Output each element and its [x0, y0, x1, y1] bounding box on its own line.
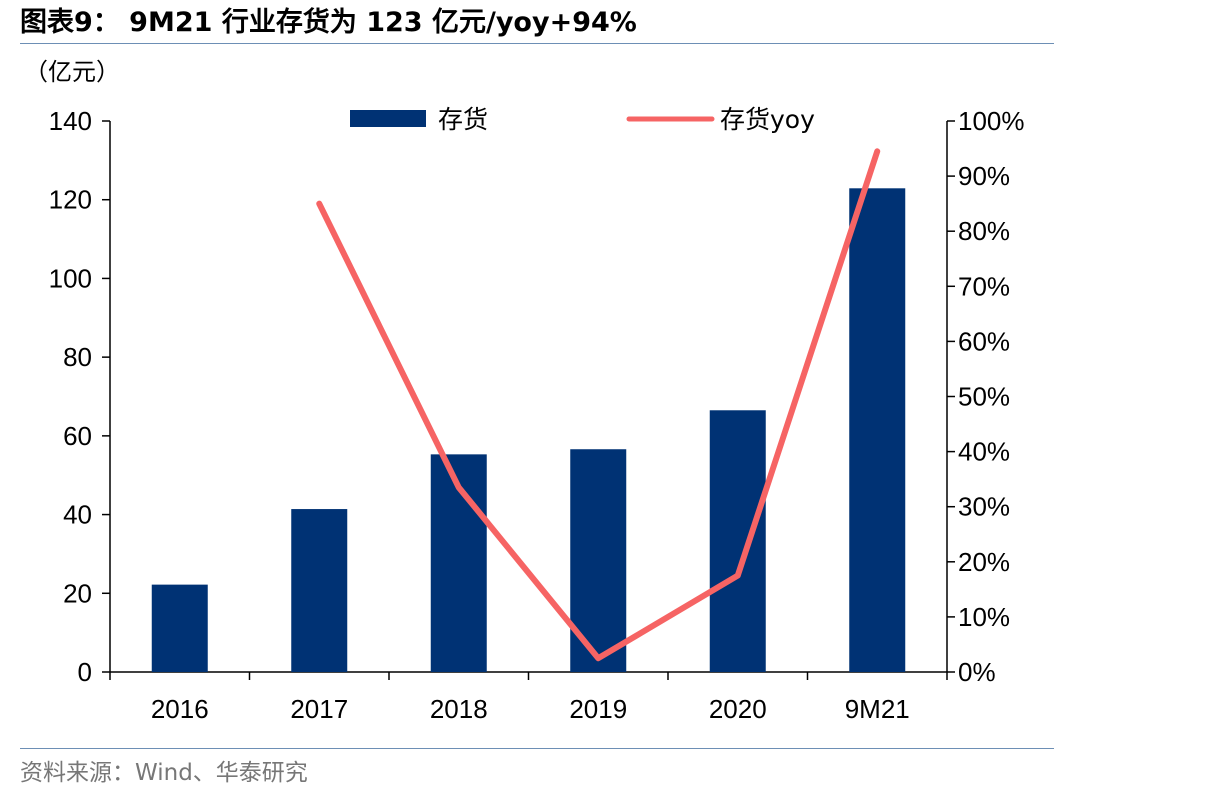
x-tick-label: 2017: [290, 694, 348, 724]
top-rule: [20, 43, 1054, 44]
legend-label-inventory: 存货: [438, 105, 488, 134]
right-tick-label: 40%: [958, 437, 1010, 467]
left-axis: 0 20 40 60 80 100 120 140: [49, 106, 111, 687]
right-tick-label: 0%: [958, 657, 996, 687]
x-tick-label: 2018: [430, 694, 488, 724]
figure-title: 图表9： 9M21 行业存货为 123 亿元/yoy+94%: [20, 7, 637, 38]
x-tick-label: 9M21: [845, 694, 910, 724]
legend-swatch-inventory: [350, 110, 426, 127]
legend: 存货 存货yoy: [350, 105, 815, 134]
left-tick-label: 80: [63, 342, 92, 372]
line-series: [316, 148, 881, 662]
bar-2020: [709, 410, 766, 672]
right-tick-label: 20%: [958, 547, 1010, 577]
right-tick-label: 10%: [958, 602, 1010, 632]
bar-9M21: [849, 188, 906, 672]
right-tick-label: 80%: [958, 216, 1010, 246]
right-axis: 0% 10% 20% 30% 40% 50% 60% 70% 80% 90% 100%: [946, 106, 1025, 687]
legend-label-inventory-yoy: 存货yoy: [720, 105, 815, 134]
right-tick-label: 70%: [958, 271, 1010, 301]
left-tick-label: 140: [49, 106, 92, 136]
yoy-line: [316, 148, 881, 662]
source-note: 资料来源：Wind、华泰研究: [20, 760, 308, 786]
right-tick-label: 90%: [958, 161, 1010, 191]
y-axis-unit: （亿元）: [24, 58, 120, 86]
x-tick-label: 2016: [151, 694, 209, 724]
left-tick-label: 0: [78, 657, 92, 687]
right-tick-label: 60%: [958, 326, 1010, 356]
right-tick-label: 100%: [958, 106, 1025, 136]
right-tick-label: 30%: [958, 492, 1010, 522]
right-tick-label: 50%: [958, 382, 1010, 412]
x-tick-label: 2020: [709, 694, 767, 724]
bar-2017: [291, 509, 348, 672]
x-tick-label: 2019: [569, 694, 627, 724]
x-axis: 2016 2017 2018 2019 2020 9M21: [109, 671, 948, 724]
left-tick-label: 40: [63, 500, 92, 530]
bar-2016: [151, 584, 208, 672]
left-tick-label: 100: [49, 263, 92, 293]
left-tick-label: 120: [49, 185, 92, 215]
bar-series: [151, 188, 906, 672]
bottom-rule: [20, 748, 1054, 749]
left-tick-label: 60: [63, 421, 92, 451]
left-tick-label: 20: [63, 578, 92, 608]
